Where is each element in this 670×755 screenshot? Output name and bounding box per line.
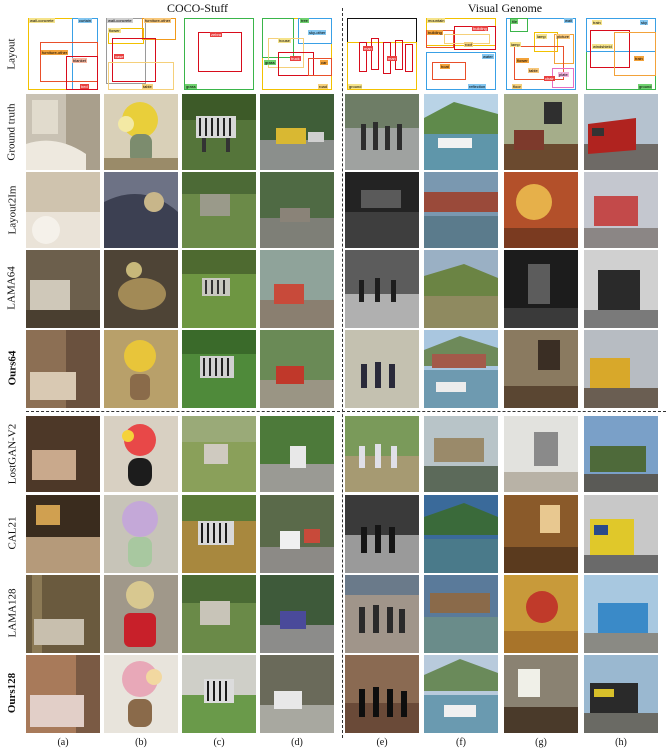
image-ours64-b — [104, 330, 178, 408]
layout-cell-b: wall-concrete furniture-other flower vas… — [104, 16, 178, 92]
image-ground-truth-e — [345, 94, 419, 170]
image-ours128-e — [345, 655, 419, 733]
image-lostgan-v2-f — [424, 416, 498, 492]
image-lostgan-v2-g — [504, 416, 578, 492]
image-lama128-f — [424, 575, 498, 653]
image-cal21-g — [504, 495, 578, 573]
image-cal21-d — [260, 495, 334, 573]
image-lostgan-v2-h — [584, 416, 658, 492]
resolution-divider-horizontal — [26, 411, 666, 412]
image-lama64-d — [260, 250, 334, 328]
header-visual-genome: Visual Genome — [467, 1, 543, 15]
row-label-layout2im: Layout2Im — [6, 185, 19, 235]
image-lama64-c — [182, 250, 256, 328]
image-ours128-g — [504, 655, 578, 733]
dataset-divider-vertical — [342, 8, 343, 738]
layout-cell-a: wall-concrete curtain furniture-other bl… — [26, 16, 100, 92]
image-ground-truth-f — [424, 94, 498, 170]
column-label-f: (f) — [456, 737, 466, 748]
row-label-ours64: Ours64 — [6, 350, 18, 386]
layout-cell-e: man man ground — [345, 16, 419, 92]
row-label-cal21: CAL21 — [6, 516, 18, 550]
row-label-ours128: Ours128 — [6, 672, 18, 714]
image-lostgan-v2-d — [260, 416, 334, 492]
image-lama64-g — [504, 250, 578, 328]
layout-cell-g: tile wall lamp picture lamp flower table… — [504, 16, 578, 92]
column-label-b: (b) — [135, 737, 147, 748]
image-lama64-f — [424, 250, 498, 328]
image-ground-truth-a — [26, 94, 100, 170]
image-lama128-c — [182, 575, 256, 653]
image-ours64-e — [345, 330, 419, 408]
image-cal21-c — [182, 495, 256, 573]
layout-cell-c: zebra grass — [182, 16, 256, 92]
image-lama128-e — [345, 575, 419, 653]
image-cal21-a — [26, 495, 100, 573]
image-ours128-h — [584, 655, 658, 733]
column-label-d: (d) — [291, 737, 303, 748]
column-label-e: (e) — [376, 737, 388, 748]
column-label-g: (g) — [535, 737, 547, 748]
image-ours128-a — [26, 655, 100, 733]
image-lama64-e — [345, 250, 419, 328]
image-lama64-a — [26, 250, 100, 328]
image-ground-truth-b — [104, 94, 178, 170]
row-label-lama128: LAMA128 — [6, 588, 19, 638]
image-ground-truth-c — [182, 94, 256, 170]
row-label-lostgan-v2: LostGAN-V2 — [6, 423, 18, 485]
image-lostgan-v2-e — [345, 416, 419, 492]
image-ours128-d — [260, 655, 334, 733]
layout-cell-h: train sky windshield train ground — [584, 16, 658, 92]
image-lama64-h — [584, 250, 658, 328]
image-ground-truth-d — [260, 94, 334, 170]
image-lama64-b — [104, 250, 178, 328]
image-layout2im-d — [260, 172, 334, 248]
image-layout2im-a — [26, 172, 100, 248]
image-ours64-d — [260, 330, 334, 408]
column-label-c: (c) — [213, 737, 225, 748]
image-lama128-a — [26, 575, 100, 653]
image-layout2im-f — [424, 172, 498, 248]
image-layout2im-c — [182, 172, 256, 248]
image-ours128-b — [104, 655, 178, 733]
image-layout2im-h — [584, 172, 658, 248]
image-ours128-f — [424, 655, 498, 733]
image-ours64-c — [182, 330, 256, 408]
image-lama128-b — [104, 575, 178, 653]
image-ground-truth-h — [584, 94, 658, 170]
image-layout2im-g — [504, 172, 578, 248]
row-label-layout: Layout — [6, 38, 19, 70]
image-ours64-g — [504, 330, 578, 408]
image-lama128-g — [504, 575, 578, 653]
layout-cell-f: mountain building building roof boat wat… — [424, 16, 498, 92]
image-cal21-b — [104, 495, 178, 573]
row-label-lama64: LAMA64 — [6, 266, 19, 310]
image-lostgan-v2-b — [104, 416, 178, 492]
header-coco-stuff: COCO-Stuff — [166, 1, 229, 15]
image-lostgan-v2-c — [182, 416, 256, 492]
image-cal21-h — [584, 495, 658, 573]
image-layout2im-e — [345, 172, 419, 248]
image-layout2im-b — [104, 172, 178, 248]
column-label-h: (h) — [615, 737, 627, 748]
image-cal21-f — [424, 495, 498, 573]
image-cal21-e — [345, 495, 419, 573]
image-lostgan-v2-a — [26, 416, 100, 492]
image-ours64-f — [424, 330, 498, 408]
image-lama128-d — [260, 575, 334, 653]
image-ours128-c — [182, 655, 256, 733]
image-ground-truth-g — [504, 94, 578, 170]
column-label-a: (a) — [57, 737, 69, 748]
layout-cell-d: tree sky-other house truck car grass roa… — [260, 16, 334, 92]
image-ours64-h — [584, 330, 658, 408]
image-lama128-h — [584, 575, 658, 653]
image-ours64-a — [26, 330, 100, 408]
row-label-ground-truth: Ground truth — [6, 103, 19, 161]
